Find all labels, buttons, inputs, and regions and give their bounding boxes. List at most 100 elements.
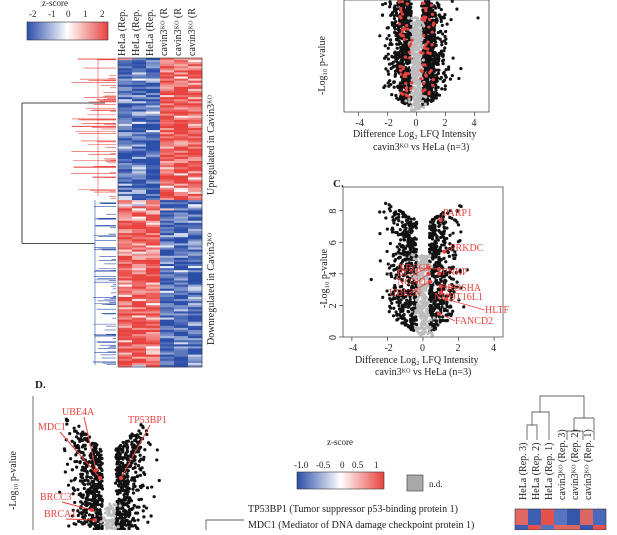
volcano-point [78, 500, 83, 504]
heatmap-top-cell [174, 338, 189, 341]
volcano-point-highlight [407, 95, 411, 99]
volcano-point-highlight [424, 42, 428, 47]
heatmap-top-cell [132, 66, 147, 69]
heatmap-top-cell [132, 95, 147, 98]
heatmap-top-cell [132, 101, 147, 104]
volcano-point [143, 472, 147, 477]
volcano-point [408, 7, 412, 11]
heatmap-top-cell [160, 212, 175, 215]
volcano-point-highlight [420, 69, 424, 74]
volcano-point [95, 452, 100, 457]
heatmap-top-cell [174, 303, 189, 306]
heatmap-top-cell [188, 90, 203, 94]
volcano-point [62, 447, 66, 451]
heatmap-top-cell [174, 284, 189, 287]
heatmap-top-cell [132, 189, 147, 193]
volcano-point [397, 247, 401, 252]
heatmap-top-cell [160, 317, 175, 320]
volcano-point [435, 68, 439, 72]
heatmap-top-cell [132, 268, 147, 271]
heatmap-top-cell [132, 169, 147, 172]
heatmap-top-cell [118, 78, 133, 81]
volcano-point [409, 327, 413, 332]
volcano-point [434, 291, 438, 296]
heatmap-top-cell [132, 334, 147, 337]
volcano-point [73, 444, 77, 448]
heatmap-top-cell [160, 360, 175, 364]
volcano-point-ns [116, 525, 120, 529]
volcano-point [73, 476, 78, 480]
heatmap-top-cell [146, 268, 161, 271]
heatmap-top-cell [146, 235, 161, 238]
volcano-point [431, 8, 435, 13]
heatmap-top-cell [160, 309, 175, 312]
heatmap-top-cell [132, 179, 147, 182]
volcano-point [438, 245, 443, 250]
volcano-point [77, 446, 81, 450]
volcano-point [432, 228, 436, 232]
volcano-point [394, 310, 398, 314]
volcano-point-ns [428, 325, 432, 329]
heatmap-top-cell [146, 132, 161, 135]
volcano-point [98, 508, 102, 512]
hm-bot-cell [554, 509, 567, 525]
heatmap-top-cell [174, 66, 189, 69]
heatmap-top-cell [118, 329, 133, 333]
volcano-point-ns [423, 327, 427, 331]
heatmap-top-cell [160, 204, 175, 207]
heatmap-top-cell [188, 117, 203, 121]
volcano-point [411, 225, 415, 229]
volcano-point-highlight [419, 77, 423, 81]
heatmap-top-cell [174, 150, 189, 154]
heatmap-top-cell [174, 117, 189, 121]
heatmap-top-cell [160, 86, 175, 90]
volcano-point [434, 36, 438, 40]
heatmap-top-up-label: Upregulated in Cavin3ᴷᴼ [206, 94, 217, 195]
heatmap-top-cell [160, 206, 175, 209]
volcano-point [433, 93, 437, 98]
dendro-root [21, 102, 105, 244]
volcano-point-highlight [404, 93, 409, 97]
volcano-point [448, 242, 452, 246]
volcano-point [459, 230, 463, 234]
volcano-point [448, 209, 452, 213]
heatmap-top-cell [132, 255, 147, 259]
heatmap-top-cell [188, 317, 203, 320]
volcano-point [428, 224, 432, 228]
volcano-point [132, 444, 137, 448]
volcano-point [430, 218, 435, 222]
heatmap-top-cell [146, 62, 161, 65]
volcano-point [436, 238, 440, 242]
heatmap-top-cell [118, 239, 133, 242]
annotation-point [426, 271, 431, 276]
heatmap-top-cell [160, 327, 175, 331]
volcano-point [83, 514, 87, 518]
volcano-point [119, 499, 123, 504]
heatmap-top-cell [188, 266, 203, 269]
heatmap-top-cell [160, 161, 175, 164]
volcano-point [430, 322, 435, 326]
volcano-point [92, 493, 97, 497]
volcano-point [443, 278, 447, 282]
heatmap-top-cell [118, 315, 133, 318]
volcano-point [119, 512, 123, 516]
volcano-point [141, 483, 145, 487]
heatmap-top-cell [188, 165, 203, 168]
heatmap-top-cell [188, 243, 203, 246]
volcano-point [427, 81, 431, 85]
heatmap-top-cell [118, 313, 133, 316]
volcano-point-highlight [427, 25, 431, 29]
volcano-point [135, 488, 139, 492]
volcano-point [391, 215, 395, 219]
heatmap-top-cell [160, 97, 175, 100]
volcano-point [408, 248, 413, 252]
volcano-point-highlight [400, 0, 404, 4]
heatmap-top-cell [146, 356, 161, 360]
heatmap-top-cell [132, 313, 147, 316]
heatmap-top-cell [174, 121, 189, 125]
heatmap-top-cell [160, 276, 175, 279]
heatmap-top-cell [188, 282, 203, 285]
heatmap-top-cell [132, 327, 147, 331]
heatmap-top-cell [118, 364, 133, 368]
heatmap-top-cell [118, 90, 133, 94]
